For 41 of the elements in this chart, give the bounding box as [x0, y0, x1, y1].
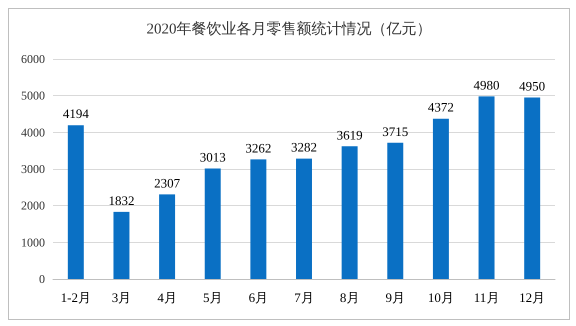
bar: [432, 118, 449, 279]
y-tick-label: 0: [39, 272, 45, 286]
data-label: 4950: [519, 78, 546, 94]
x-tick-label: 8月: [340, 290, 360, 305]
bar: [68, 125, 84, 279]
bar: [113, 212, 130, 279]
data-label: 4980: [474, 77, 500, 92]
bar: [159, 194, 176, 279]
data-label: 3619: [336, 127, 363, 142]
bar: [387, 142, 404, 279]
bar: [524, 98, 540, 279]
x-tick-label: 7月: [294, 290, 314, 305]
data-label: 2307: [154, 175, 181, 190]
bar: [342, 146, 358, 279]
x-tick-label: 12月: [519, 290, 546, 305]
x-tick-label: 1-2月: [60, 290, 91, 305]
data-label: 3715: [382, 124, 408, 139]
y-tick-label: 6000: [21, 52, 45, 66]
data-label: 1832: [108, 192, 134, 208]
y-tick-label: 1000: [21, 235, 45, 250]
y-tick-label: 3000: [21, 162, 45, 176]
chart-title: 2020年餐饮业各月零售额统计情况（亿元）: [146, 20, 432, 38]
x-tick-label: 4月: [157, 290, 177, 305]
data-label: 4194: [62, 106, 90, 122]
data-label: 3282: [291, 140, 317, 155]
x-tick-label: 9月: [386, 290, 406, 305]
y-tick-label: 2000: [21, 198, 45, 213]
data-label: 3013: [200, 150, 226, 165]
x-tick-label: 11月: [474, 290, 500, 305]
x-tick-label: 3月: [112, 290, 132, 305]
bar: [296, 158, 312, 279]
data-label: 4372: [428, 100, 454, 115]
bar: [250, 159, 266, 279]
y-tick-label: 4000: [21, 125, 45, 140]
bar: [204, 168, 221, 279]
x-tick-label: 6月: [248, 290, 268, 305]
x-tick-label: 10月: [428, 290, 454, 305]
x-tick-label: 5月: [202, 290, 222, 305]
bar: [478, 96, 495, 279]
y-tick-label: 5000: [21, 88, 45, 103]
data-label: 3262: [245, 140, 272, 156]
